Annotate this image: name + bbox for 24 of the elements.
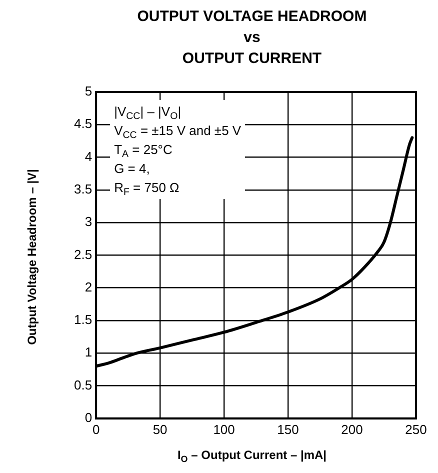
- y-axis-title: Output Voltage Headroom – |V|: [25, 169, 39, 345]
- annotation: G = 4,: [114, 161, 150, 176]
- x-tick-label: 50: [152, 422, 168, 437]
- chart-title: OUTPUT VOLTAGE HEADROOM vs OUTPUT CURRENT: [136, 7, 368, 69]
- annotation: R$_{F}$ = 750 Ω: [114, 180, 180, 198]
- y-tick-label: 2.5: [74, 246, 92, 262]
- annotation: V$_{CC}$ = ±15 V and ±5 V: [114, 123, 242, 141]
- y-tick-label: 3.5: [74, 182, 92, 196]
- y-tick-label: 4.5: [74, 116, 92, 132]
- y-tick-label: 1.5: [74, 312, 92, 328]
- x-tick-label: 200: [341, 422, 363, 437]
- x-tick-label: 250: [405, 422, 427, 437]
- x-axis-title: I$_{O}$ – Output Current – |mA|: [177, 448, 327, 464]
- y-tick-label: 1: [84, 344, 92, 360]
- y-tick-label: 5: [84, 84, 92, 99]
- annotation: T$_{A}$ = 25°C: [114, 142, 172, 160]
- x-tick-label: 100: [213, 422, 235, 437]
- annotation: |V$_{CC}$| – |V$_{O}$|: [114, 104, 182, 122]
- y-tick-label: 3: [84, 214, 92, 230]
- x-tick-label: 150: [277, 422, 299, 437]
- y-tick-label: 2: [84, 279, 92, 294]
- y-tick-label: 0.5: [74, 377, 92, 392]
- y-tick-label: 0: [84, 410, 92, 425]
- y-tick-label: 4: [84, 148, 92, 164]
